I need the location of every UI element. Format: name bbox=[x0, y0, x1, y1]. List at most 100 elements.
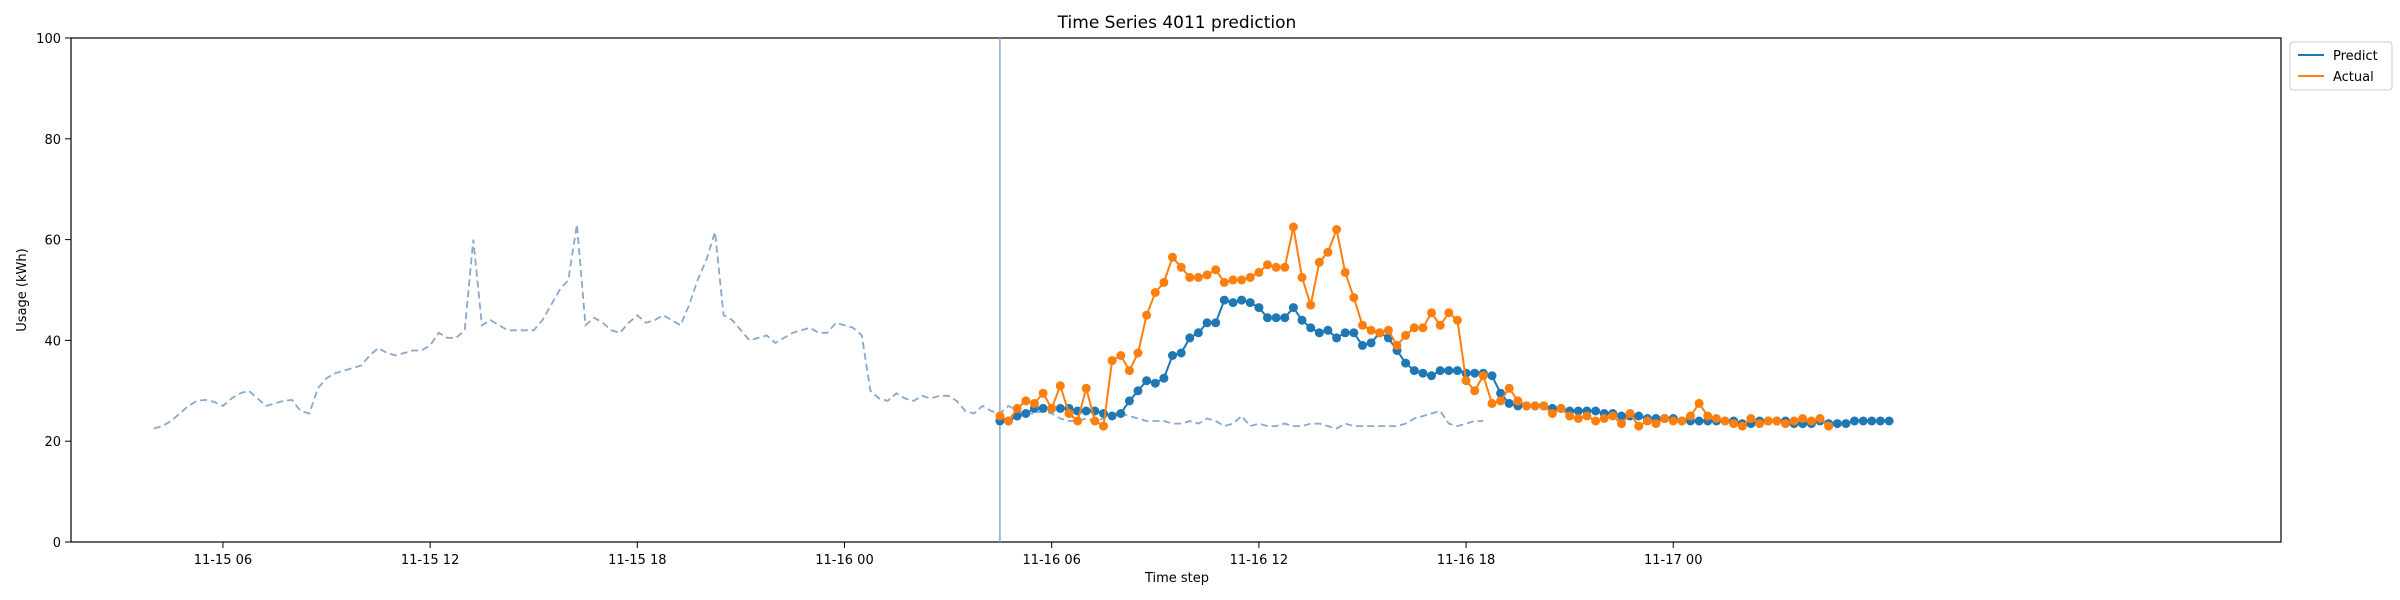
actual-point bbox=[995, 411, 1005, 421]
x-axis: 11-15 06 11-15 12 11-15 18 11-16 00 11-16 06… bbox=[194, 542, 1702, 568]
actual-point bbox=[1202, 270, 1212, 280]
actual-point bbox=[1444, 308, 1454, 318]
predict-point bbox=[1470, 368, 1480, 378]
actual-point bbox=[1263, 260, 1272, 270]
actual-point bbox=[1660, 414, 1670, 423]
actual-point bbox=[1193, 272, 1203, 282]
actual-point bbox=[1245, 272, 1255, 282]
actual-point bbox=[1513, 396, 1523, 406]
predict-point bbox=[1202, 318, 1212, 328]
predict-point bbox=[1366, 338, 1376, 348]
x-tick-label: 11-16 18 bbox=[1437, 553, 1495, 568]
actual-point bbox=[1237, 275, 1247, 285]
actual-point bbox=[1487, 398, 1497, 408]
actual-point bbox=[1651, 419, 1661, 429]
actual-point bbox=[1047, 403, 1057, 413]
actual-point bbox=[1228, 275, 1238, 285]
y-tick-label: 20 bbox=[44, 435, 61, 450]
actual-point bbox=[1461, 376, 1471, 386]
actual-point bbox=[1591, 416, 1601, 426]
actual-point bbox=[1582, 411, 1592, 421]
predict-point bbox=[1694, 416, 1704, 426]
y-tick-label: 40 bbox=[44, 334, 61, 349]
x-tick-label: 11-17 00 bbox=[1644, 553, 1702, 568]
actual-point bbox=[1772, 416, 1782, 426]
legend: Predict Actual bbox=[2289, 41, 2393, 91]
actual-point bbox=[1073, 416, 1083, 426]
predict-point bbox=[1850, 416, 1859, 426]
predict-point bbox=[1116, 409, 1126, 418]
predict-point bbox=[1875, 416, 1885, 426]
series-layer bbox=[153, 38, 1894, 542]
actual-point bbox=[1055, 381, 1065, 391]
actual-point bbox=[1617, 419, 1626, 429]
x-tick-label: 11-15 06 bbox=[194, 553, 252, 568]
actual-point bbox=[1755, 419, 1765, 429]
predict-point bbox=[1211, 318, 1221, 328]
predict-point bbox=[1427, 371, 1436, 381]
predict-point bbox=[1237, 295, 1247, 305]
actual-point bbox=[1116, 351, 1126, 360]
predict-point bbox=[1176, 348, 1186, 358]
actual-point bbox=[1435, 320, 1445, 330]
predict-point bbox=[1418, 368, 1428, 378]
predict-point bbox=[1884, 416, 1894, 426]
x-tick-label: 11-16 12 bbox=[1230, 553, 1288, 568]
actual-point bbox=[1608, 411, 1618, 421]
predict-point bbox=[1858, 416, 1868, 426]
actual-point bbox=[1142, 310, 1152, 320]
actual-point bbox=[1124, 366, 1134, 376]
predict-point bbox=[1055, 403, 1065, 413]
actual-point bbox=[1573, 414, 1583, 423]
predict-point bbox=[1832, 419, 1842, 429]
predict-point bbox=[1435, 366, 1445, 376]
actual-point bbox=[1763, 416, 1773, 426]
predict-point bbox=[1228, 298, 1238, 308]
actual-point bbox=[1280, 262, 1290, 272]
actual-point bbox=[1565, 411, 1575, 421]
predict-point bbox=[1263, 313, 1272, 323]
legend-label-predict: Predict bbox=[2333, 49, 2378, 64]
predict-point bbox=[1159, 373, 1169, 383]
actual-point bbox=[1297, 272, 1307, 282]
predict-point bbox=[1038, 403, 1048, 413]
actual-point bbox=[1099, 421, 1108, 431]
predict-point bbox=[1496, 388, 1506, 398]
predict-point bbox=[1841, 419, 1851, 429]
predict-point bbox=[1193, 328, 1203, 338]
actual-point bbox=[1349, 293, 1359, 303]
predict-point bbox=[1185, 333, 1195, 343]
actual-point bbox=[1599, 414, 1609, 423]
actual-point bbox=[1340, 267, 1350, 277]
actual-point bbox=[1694, 398, 1704, 408]
predict-point bbox=[1452, 366, 1462, 376]
actual-point bbox=[1781, 419, 1790, 429]
y-axis: 0 20 40 60 80 100 bbox=[36, 32, 71, 551]
actual-point bbox=[1452, 315, 1462, 325]
actual-point bbox=[1478, 371, 1488, 381]
legend-label-actual: Actual bbox=[2333, 70, 2374, 85]
predict-point bbox=[1254, 303, 1264, 313]
predict-point bbox=[1219, 295, 1229, 305]
predict-point bbox=[1012, 411, 1022, 421]
actual-point bbox=[1711, 414, 1721, 423]
x-tick-label: 11-16 06 bbox=[1022, 553, 1080, 568]
predict-point bbox=[1591, 406, 1601, 416]
actual-point bbox=[1789, 416, 1799, 426]
predict-point bbox=[1349, 328, 1359, 338]
actual-point bbox=[1642, 416, 1652, 426]
actual-point bbox=[1211, 265, 1221, 275]
actual-point bbox=[1427, 308, 1436, 318]
predict-point bbox=[1280, 313, 1290, 323]
predict-point bbox=[1297, 315, 1307, 325]
actual-point bbox=[1090, 416, 1100, 426]
chart-title: Time Series 4011 prediction bbox=[1057, 13, 1297, 33]
actual-point bbox=[1401, 330, 1411, 340]
predict-point bbox=[1340, 328, 1350, 338]
actual-point bbox=[1314, 257, 1324, 267]
history-line bbox=[153, 224, 1484, 430]
actual-point bbox=[1504, 383, 1514, 393]
predict-point bbox=[1617, 411, 1626, 421]
actual-point bbox=[1409, 323, 1419, 333]
y-tick-label: 80 bbox=[44, 133, 61, 148]
